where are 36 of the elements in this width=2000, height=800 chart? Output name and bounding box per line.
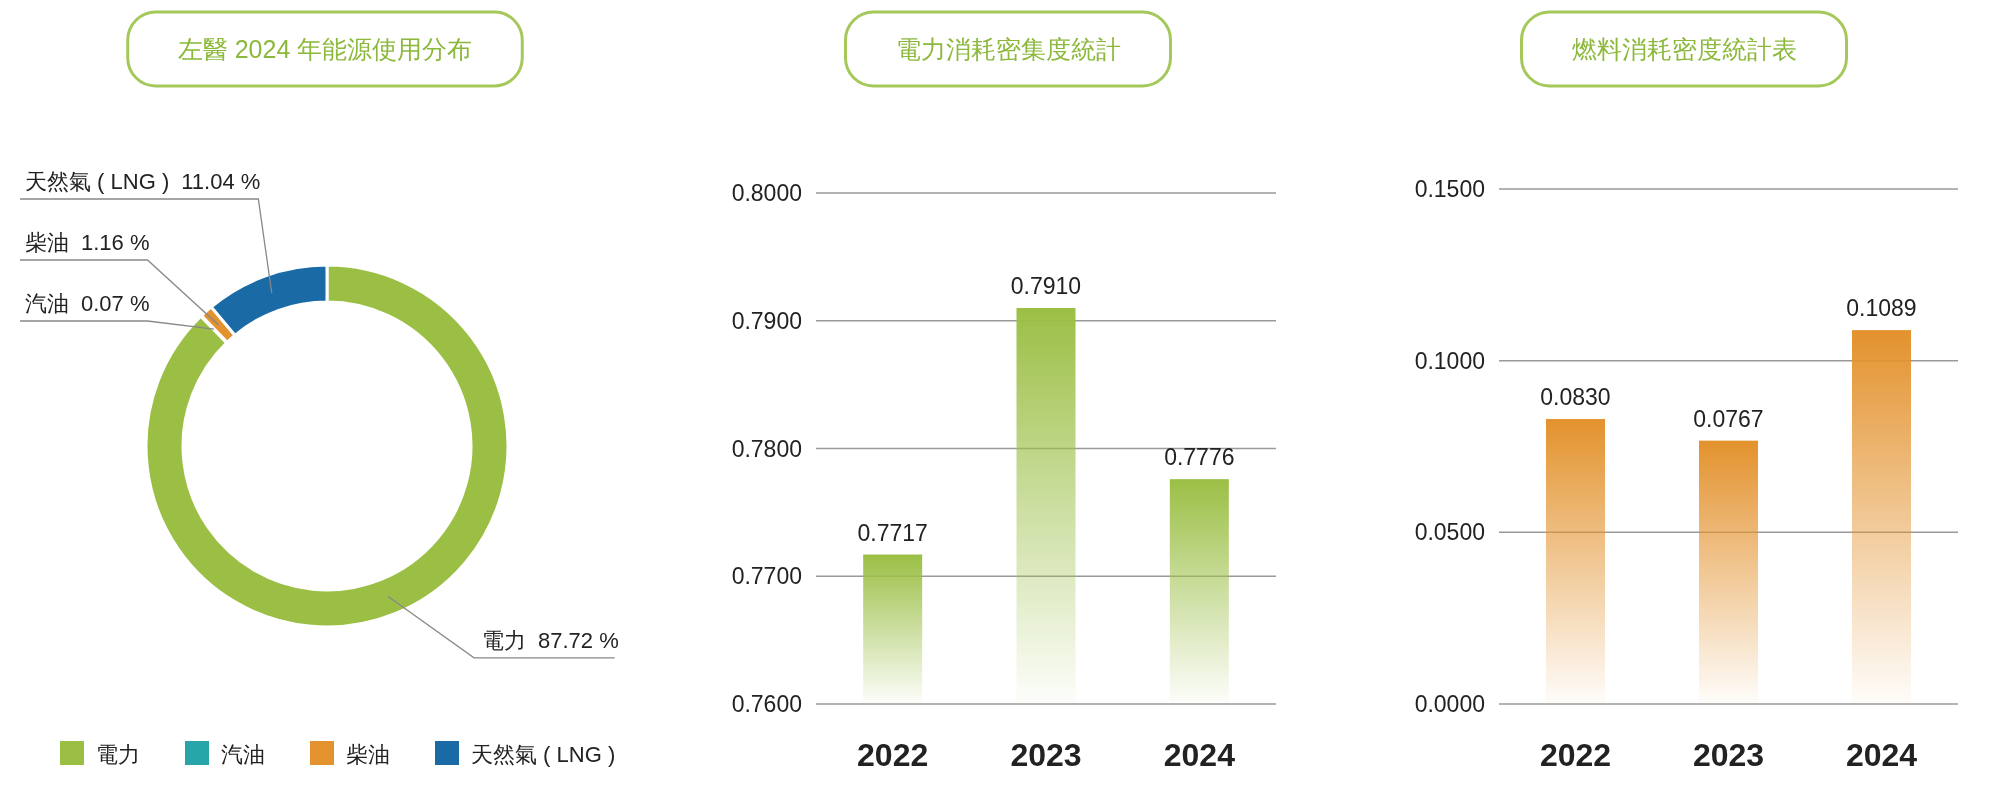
x-tick-label: 2022 — [1539, 737, 1612, 773]
data-label: 0.07 % — [81, 291, 150, 316]
slice-label: 天然氣 ( LNG ) — [25, 169, 170, 194]
legend-label: 電力 — [96, 742, 140, 767]
legend-label: 汽油 — [221, 742, 265, 767]
data-label: 11.04 % — [181, 169, 261, 194]
data-label: 0.0767 — [1693, 405, 1764, 432]
y-tick-label: 0.7900 — [731, 307, 802, 334]
x-tick-label: 2024 — [1845, 737, 1918, 773]
data-label: 87.72 % — [538, 627, 619, 653]
x-tick-label: 2022 — [857, 737, 929, 773]
slice-label: 柴油 — [25, 230, 69, 255]
x-tick-label: 2024 — [1163, 737, 1236, 773]
chart-title: 左醫 2024 年能源使用分布 — [177, 35, 473, 63]
data-label: 1.16 % — [81, 230, 150, 255]
data-label: 0.7776 — [1164, 444, 1235, 471]
chart-title: 電力消耗密集度統計 — [895, 35, 1121, 63]
y-tick-label: 0.8000 — [731, 180, 802, 206]
y-tick-label: 0.0500 — [1414, 519, 1485, 546]
y-tick-label: 0.7800 — [731, 435, 802, 462]
slice-label: 汽油 — [25, 291, 69, 316]
y-tick-label: 0.1500 — [1414, 176, 1485, 202]
legend-label: 柴油 — [346, 742, 390, 767]
y-tick-label: 0.1000 — [1414, 347, 1485, 374]
data-label: 0.0830 — [1540, 384, 1611, 411]
data-label: 0.1089 — [1846, 295, 1917, 322]
y-tick-label: 0.7600 — [731, 691, 802, 717]
legend-label: 天然氣 ( LNG ) — [471, 742, 616, 767]
data-label: 0.7717 — [857, 519, 928, 546]
y-tick-label: 0.0000 — [1414, 691, 1485, 717]
chart-title: 燃料消耗密度統計表 — [1571, 35, 1797, 63]
y-tick-label: 0.7700 — [731, 563, 802, 590]
slice-label: 電力 — [482, 627, 526, 653]
x-tick-label: 2023 — [1692, 737, 1765, 773]
x-tick-label: 2023 — [1010, 737, 1082, 773]
data-label: 0.7910 — [1010, 272, 1082, 299]
